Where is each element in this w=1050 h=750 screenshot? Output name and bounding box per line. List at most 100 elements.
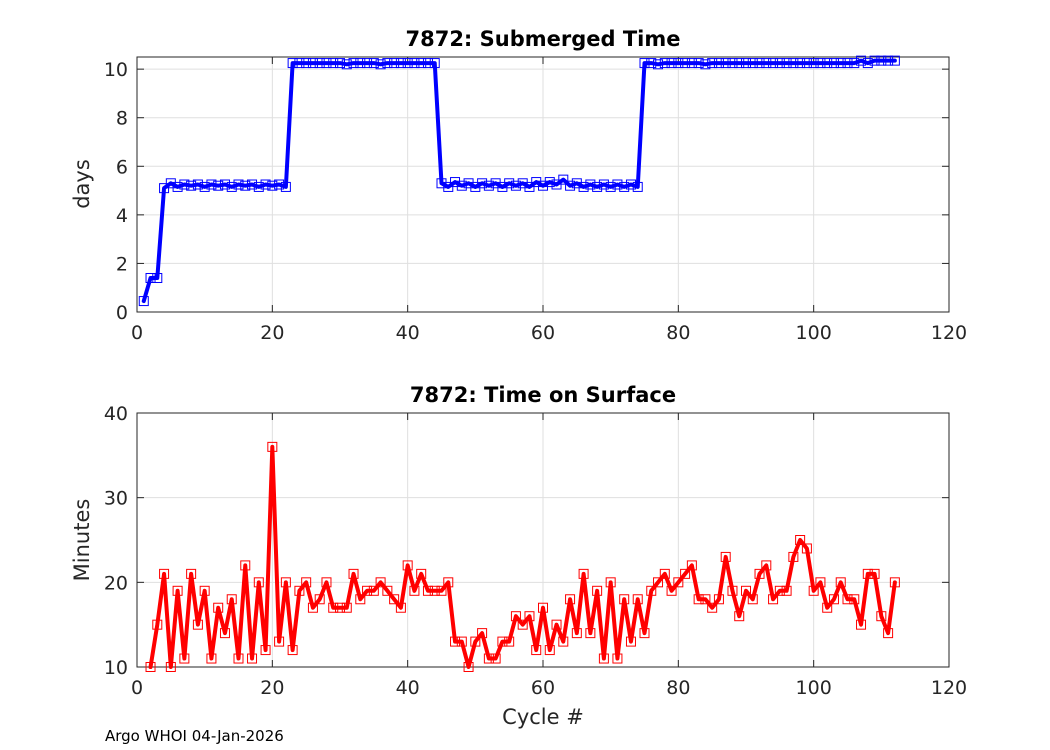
surface-x-tick-label: 80 <box>666 677 690 699</box>
submerged-data-dot <box>615 182 620 187</box>
surface-data-point <box>294 585 305 596</box>
surface-data-point <box>152 619 163 630</box>
submerged-data-dot <box>439 181 444 185</box>
submerged-data-dot <box>541 184 545 188</box>
submerged-data-point <box>382 58 393 69</box>
surface-data-dot <box>879 614 883 618</box>
surface-data-point <box>172 585 183 596</box>
submerged-data-point <box>226 181 237 192</box>
surface-data-dot <box>859 623 863 627</box>
submerged-data-point <box>741 58 751 69</box>
surface-data-dot <box>527 614 532 618</box>
surface-data-point <box>754 568 765 579</box>
surface-data-dot <box>717 597 721 601</box>
surface-data-point <box>795 535 806 545</box>
surface-data-point <box>335 602 345 613</box>
surface-time-ylabel: Minutes <box>70 499 94 582</box>
surface-x-tick-label: 120 <box>931 677 967 699</box>
surface-time-xlabel: Cycle # <box>502 705 584 729</box>
submerged-data-dot <box>406 61 410 65</box>
surface-data-point <box>510 611 521 622</box>
surface-x-tick-label: 40 <box>396 677 420 699</box>
submerged-data-dot <box>399 61 403 65</box>
submerged-data-point <box>531 177 542 188</box>
surface-data-point <box>443 577 454 588</box>
submerged-data-point <box>497 181 508 192</box>
surface-data-point <box>835 577 846 588</box>
submerged-data-point <box>450 177 461 188</box>
submerged-data-dot <box>304 61 308 65</box>
surface-data-dot <box>372 589 376 593</box>
submerged-x-tick-label: 40 <box>396 322 420 344</box>
surface-data-dot <box>818 580 823 584</box>
submerged-data-point <box>849 58 860 69</box>
surface-x-tick-label: 20 <box>260 677 284 699</box>
surface-data-dot <box>602 656 606 661</box>
submerged-data-point <box>172 181 183 192</box>
submerged-data-dot <box>649 61 653 65</box>
submerged-data-point <box>768 58 779 69</box>
submerged-data-dot <box>751 61 755 65</box>
surface-data-dot <box>724 555 728 559</box>
surface-data-dot <box>304 580 308 584</box>
surface-data-point <box>483 653 494 664</box>
surface-data-point <box>713 594 724 605</box>
surface-data-dot <box>588 631 592 635</box>
submerged-data-dot <box>568 184 572 188</box>
submerged-data-dot <box>392 61 396 65</box>
submerged-data-point <box>544 177 555 188</box>
surface-data-dot <box>196 623 200 627</box>
submerged-data-point <box>267 180 278 191</box>
surface-data-dot <box>703 597 708 601</box>
surface-data-dot <box>311 606 315 610</box>
submerged-data-dot <box>460 184 464 188</box>
surface-data-point <box>517 619 528 630</box>
submerged-data-point <box>842 58 853 69</box>
submerged-data-point <box>233 179 244 190</box>
submerged-data-dot <box>609 185 613 189</box>
surface-data-dot <box>771 597 775 601</box>
submerged-data-dot <box>859 59 863 63</box>
submerged-data-dot <box>446 185 450 189</box>
surface-data-dot <box>785 589 789 593</box>
submerged-data-dot <box>500 185 504 189</box>
surface-data-dot <box>250 656 254 661</box>
submerged-data-dot <box>257 185 261 189</box>
surface-data-dot <box>453 640 457 644</box>
surface-data-dot <box>582 572 586 576</box>
submerged-data-point <box>321 58 332 69</box>
submerged-data-point <box>240 180 251 191</box>
submerged-data-point <box>639 58 650 69</box>
surface-x-tick-label: 60 <box>531 677 555 699</box>
submerged-data-dot <box>494 181 498 185</box>
surface-data-point <box>666 585 677 596</box>
submerged-data-dot <box>669 61 674 65</box>
surface-data-dot <box>737 614 741 618</box>
surface-data-point <box>186 568 197 579</box>
submerged-data-dot <box>548 180 552 184</box>
surface-data-point <box>828 594 839 605</box>
submerged-data-point <box>578 181 589 192</box>
surface-data-dot <box>257 580 261 584</box>
surface-data-dot <box>155 623 159 627</box>
surface-data-dot <box>385 589 389 593</box>
surface-data-dot <box>683 572 687 576</box>
submerged-data-point <box>734 58 745 69</box>
surface-data-point <box>612 653 623 664</box>
submerged-data-dot <box>812 61 816 65</box>
submerged-data-point <box>815 58 826 69</box>
submerged-data-dot <box>832 61 836 65</box>
surface-time-chart: 0 20 40 60 80 100 120 10 20 30 40 7872: Time on Su… <box>70 383 967 729</box>
surface-data-dot <box>419 572 423 576</box>
surface-data-dot <box>609 580 613 584</box>
surface-data-dot <box>358 597 362 601</box>
surface-data-point <box>247 653 258 664</box>
surface-data-point <box>801 543 812 554</box>
submerged-data-dot <box>358 61 362 65</box>
submerged-data-dot <box>554 182 559 187</box>
surface-data-dot <box>324 580 329 584</box>
submerged-data-dot <box>412 61 417 65</box>
surface-data-point <box>274 636 285 647</box>
submerged-x-tick-label: 80 <box>666 322 690 344</box>
submerged-data-point <box>856 55 867 66</box>
